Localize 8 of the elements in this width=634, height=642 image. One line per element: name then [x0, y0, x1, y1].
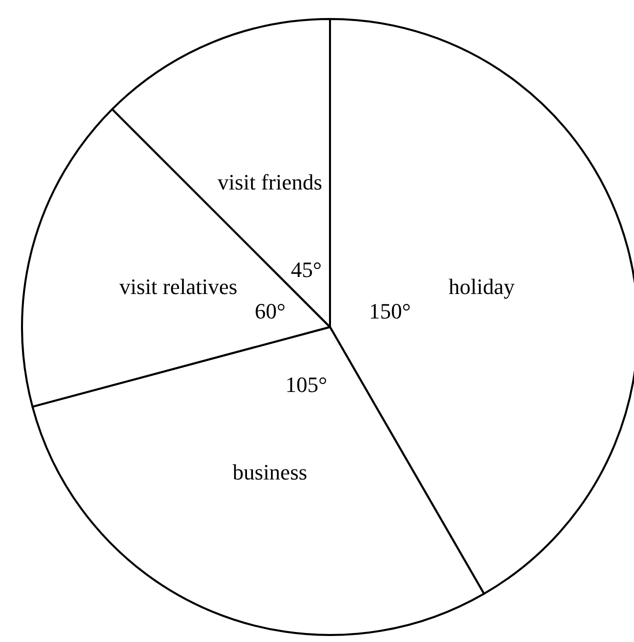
- data-label: 150°: [368, 298, 411, 324]
- data-label: 60°: [254, 298, 286, 324]
- slice-label: holiday: [448, 274, 515, 299]
- data-label: 105°: [285, 372, 328, 397]
- slice-label: visit friends: [218, 169, 322, 194]
- data-label: 45°: [290, 257, 322, 282]
- slice-label: business: [232, 460, 308, 485]
- slice-label: visit relatives: [119, 274, 238, 299]
